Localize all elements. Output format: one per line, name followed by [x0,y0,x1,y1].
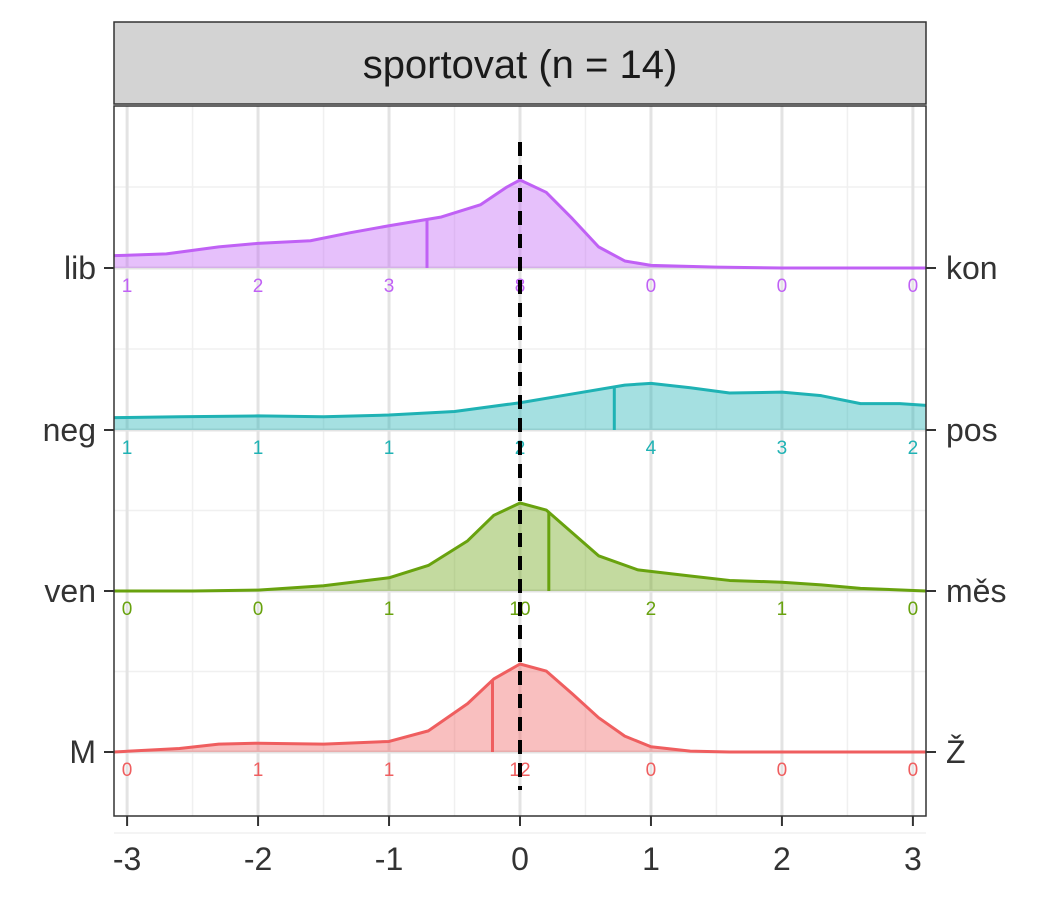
x-tick-label: 0 [511,841,529,877]
count-label: 1 [777,599,788,620]
density-line [113,381,927,420]
count-label: 1 [253,438,264,459]
count-label: 0 [777,276,788,297]
count-label: 4 [646,438,657,459]
density-line [113,178,926,270]
count-label: 3 [777,438,788,459]
x-tick-label: -2 [244,841,272,877]
count-label: 0 [908,276,919,297]
count-label: 0 [646,760,657,781]
x-tick-label: 2 [773,841,791,877]
count-label: 0 [646,276,657,297]
density-line [113,662,926,754]
count-label: 0 [253,599,264,620]
count-label: 3 [384,276,395,297]
count-label: 1 [384,438,395,459]
x-tick-label: 1 [642,841,660,877]
count-label: 0 [777,760,788,781]
x-tick-label: 3 [904,841,922,877]
count-label: 0 [122,760,133,781]
y-label-right: kon [946,250,998,286]
facet-strip [113,21,927,105]
count-label: 1 [122,276,133,297]
y-label-left: M [69,734,96,770]
y-label-left: ven [44,573,96,609]
x-tick-label: -1 [375,841,403,877]
count-label: 2 [646,599,657,620]
axes: -3 -2 -1 0 1 2 3 lib kon neg pos ven měs M Ž [43,250,1007,877]
count-label: 2 [253,276,264,297]
count-label: 1 [384,599,395,620]
y-label-right: Ž [946,734,966,770]
count-label: 1 [253,760,264,781]
y-label-right: měs [946,573,1006,609]
y-label-right: pos [946,412,998,448]
y-label-left: lib [64,250,96,286]
x-tick-label: -3 [113,841,141,877]
density-line [114,501,927,593]
count-label: 1 [384,760,395,781]
y-label-left: neg [43,412,96,448]
count-label: 0 [122,599,133,620]
count-label: 2 [908,438,919,459]
count-label: 1 [122,438,133,459]
count-label: 0 [908,599,919,620]
count-label: 0 [908,760,919,781]
facet-title: sportovat (n = 14) [363,43,678,87]
